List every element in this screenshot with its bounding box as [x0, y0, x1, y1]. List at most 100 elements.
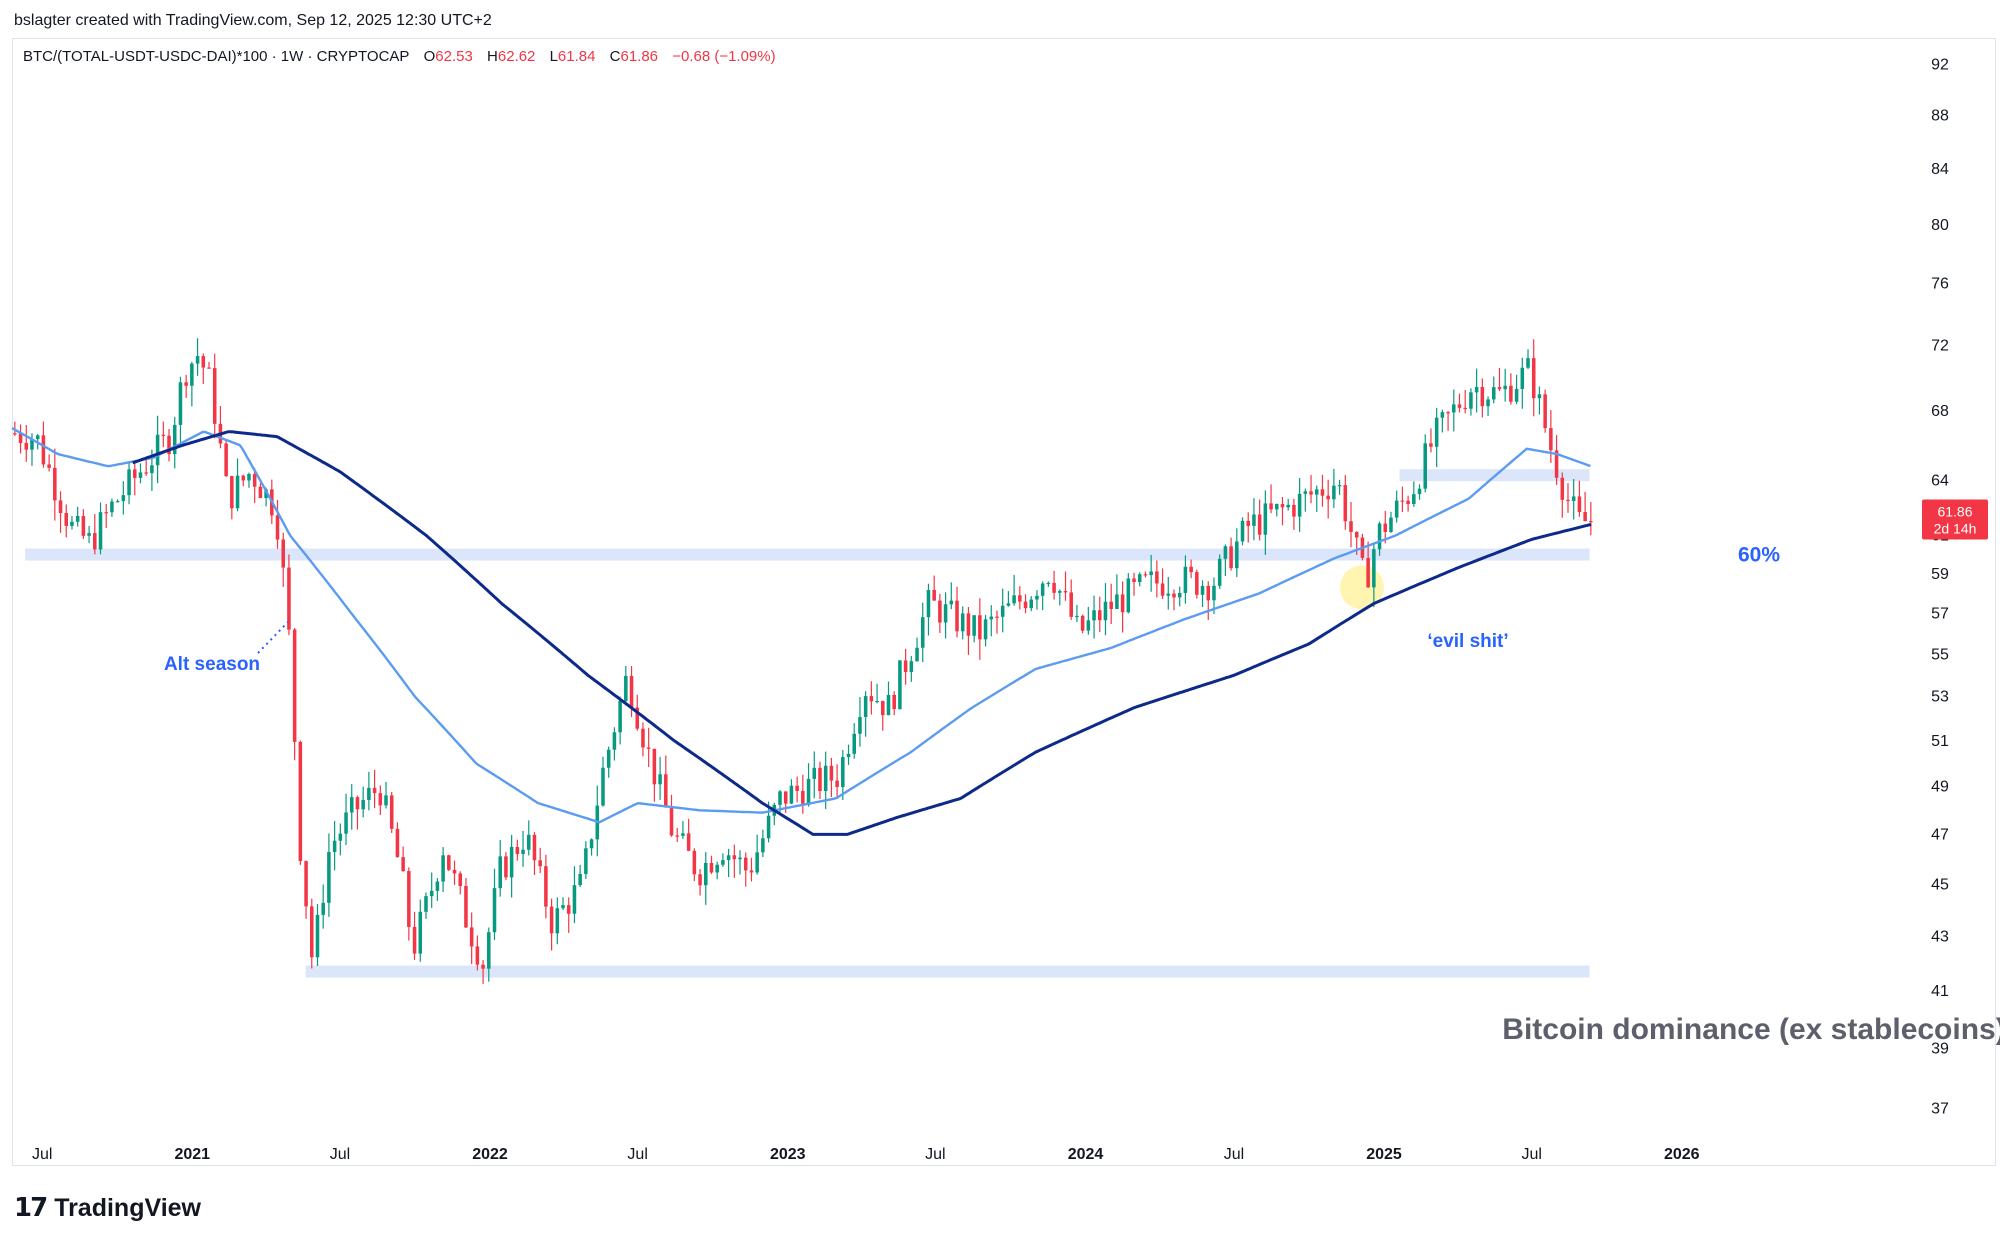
candle [1349, 501, 1353, 548]
candle [464, 877, 468, 929]
candle [1457, 393, 1462, 413]
candle [1343, 475, 1348, 530]
ohlc-open-value: 62.53 [435, 48, 473, 65]
candle [606, 746, 611, 778]
y-tick-label: 45 [1931, 876, 1949, 893]
candle [1195, 569, 1199, 599]
candle [818, 761, 822, 800]
candle [989, 605, 994, 637]
candle [332, 820, 337, 871]
candle [1235, 528, 1239, 578]
candle [509, 834, 514, 898]
annotations: Alt season ‘evil shit’ 60% Bitcoin domin… [164, 544, 2000, 1046]
candle [1126, 573, 1131, 614]
candle [538, 847, 542, 874]
y-tick-label: 55 [1931, 646, 1949, 663]
candle [498, 839, 502, 897]
y-tick-label: 51 [1931, 733, 1949, 750]
candle [549, 898, 554, 951]
x-tick-label: 2023 [770, 1146, 806, 1163]
candle [1080, 614, 1085, 634]
candle [155, 415, 160, 484]
candle [1514, 374, 1519, 405]
candle [429, 872, 434, 908]
candle [612, 727, 617, 761]
candle [658, 756, 662, 800]
x-tick-label: Jul [925, 1146, 945, 1163]
candle [1469, 388, 1473, 416]
x-tick-label: 2025 [1366, 1146, 1402, 1163]
candle [532, 832, 537, 876]
candle [172, 416, 177, 469]
support-zone-1 [305, 965, 1590, 978]
candle [806, 763, 811, 807]
candle [1177, 586, 1182, 607]
candle [241, 474, 246, 487]
candle [1103, 583, 1108, 636]
ohlc-open-label: O [423, 48, 436, 65]
candle [841, 749, 845, 801]
candle [475, 935, 480, 971]
candle [1229, 537, 1233, 571]
candle [863, 691, 868, 737]
candle [1566, 483, 1570, 513]
candle [412, 911, 417, 960]
candle [1429, 428, 1433, 453]
y-tick-label: 49 [1931, 779, 1949, 796]
candle [926, 583, 931, 636]
candle [1246, 512, 1250, 543]
candle [224, 440, 228, 477]
candle [801, 774, 805, 814]
candle [1012, 575, 1016, 606]
candle [983, 615, 988, 647]
candle [1132, 572, 1136, 596]
candle [310, 898, 314, 969]
candle [18, 424, 23, 454]
candle [64, 504, 69, 538]
candle [441, 847, 445, 893]
annotation-evil: ‘evil shit’ [1427, 631, 1508, 652]
candle [1377, 521, 1382, 556]
candle [1303, 488, 1308, 512]
tradingview-logo[interactable]: 17 TradingView [14, 1193, 201, 1223]
time-axis[interactable]: Jul 2021 Jul 2022 Jul 2023 Jul 2024 Jul 2025 Jul 20… [32, 1146, 1700, 1163]
candle [749, 857, 754, 882]
candle [1406, 495, 1410, 512]
candle [1149, 554, 1153, 592]
candle [789, 779, 794, 805]
x-tick-label: Jul [330, 1146, 350, 1163]
candle [903, 648, 908, 685]
candle [1463, 389, 1467, 414]
candle [98, 502, 103, 555]
candle [1332, 468, 1336, 509]
candle [886, 681, 891, 716]
candle [1400, 486, 1405, 512]
candle [561, 897, 565, 911]
candle [504, 852, 508, 881]
candle [344, 793, 348, 845]
candle [1326, 479, 1330, 519]
candle [1006, 591, 1011, 607]
candle [721, 853, 725, 867]
candle [1257, 499, 1262, 541]
candle [1183, 555, 1188, 604]
symbol-legend[interactable]: BTC/(TOTAL-USDT-USDC-DAI)*100 · 1W · CRY… [23, 48, 776, 65]
candle [395, 822, 400, 858]
candle [115, 499, 120, 503]
ohlc-high-label: H [487, 48, 498, 65]
price-axis[interactable]: 9288848076726864615957555351494745434139… [1931, 57, 1949, 1118]
support-zone-0 [25, 548, 1590, 561]
candle [1018, 586, 1022, 610]
candle [1223, 544, 1228, 576]
candle [1166, 576, 1171, 610]
candle [218, 406, 223, 449]
chart-attribution: bslagter created with TradingView.com, S… [14, 12, 492, 29]
candle [355, 795, 360, 830]
candle [852, 723, 857, 759]
candle [132, 460, 137, 496]
candle [87, 525, 91, 544]
candle [184, 374, 188, 398]
candle [212, 353, 217, 439]
candle [1452, 389, 1456, 432]
